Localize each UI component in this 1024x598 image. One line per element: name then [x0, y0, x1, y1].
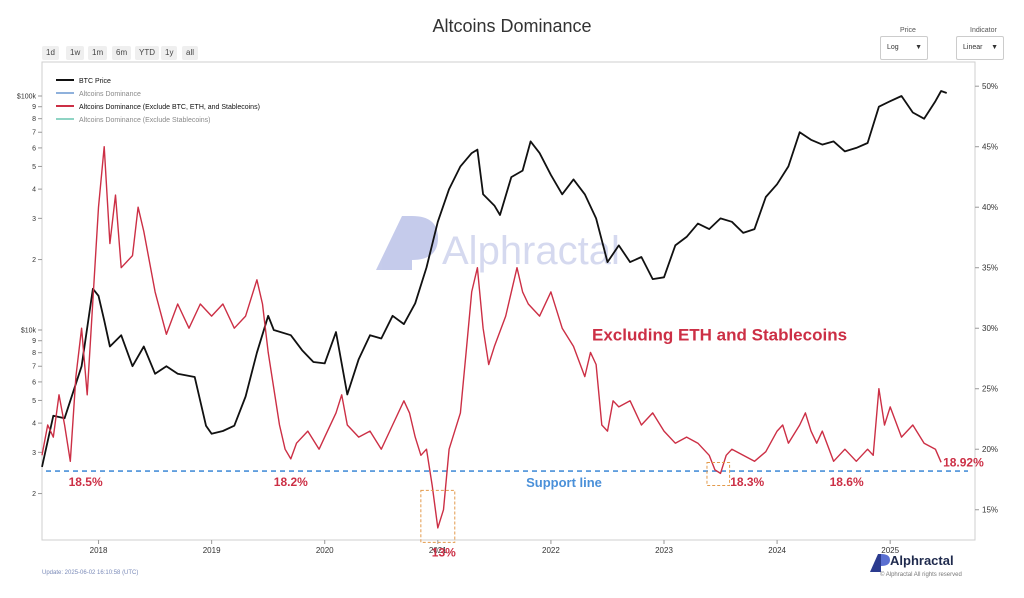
legend-entry: Altcoins Dominance (Exclude BTC, ETH, an…: [79, 104, 260, 111]
range-button-ytd[interactable]: YTD: [135, 46, 159, 60]
series-annotation-label: Excluding ETH and Stablecoins: [592, 325, 847, 344]
indicator-scale-value: Linear: [963, 44, 983, 51]
low-value-label: 18.5%: [69, 475, 103, 489]
y-right-tick-label: 40%: [982, 203, 998, 212]
brand-name: Alphractal: [890, 553, 954, 568]
range-button-1w[interactable]: 1w: [66, 46, 85, 60]
update-timestamp: Update: 2025-06-02 16:10:58 (UTC): [42, 570, 139, 576]
y-left-tick-label: 6: [32, 379, 36, 386]
y-left-tick-label: $100k: [17, 94, 37, 101]
chart-title: Altcoins Dominance: [432, 16, 592, 36]
low-highlight-box-2023: [706, 462, 731, 487]
y-left-tick-label: 7: [32, 130, 36, 137]
y-left-tick-label: $10k: [21, 328, 37, 335]
y-left-tick-label: 4: [32, 187, 36, 194]
y-left-tick-label: 5: [32, 164, 36, 171]
y-right-tick-label: 35%: [982, 264, 998, 273]
altcoins-dominance-exclude-btc-eth-stable-line: [41, 146, 942, 529]
legend-entry: BTC Price: [79, 78, 111, 85]
watermark-logo-icon: [376, 216, 438, 270]
indicator-scale-label: Indicator: [970, 27, 997, 34]
btc-price-line: [41, 90, 948, 468]
legend-entry: Altcoins Dominance: [79, 91, 141, 98]
x-tick-label: 2019: [203, 546, 221, 555]
y-left-tick-label: 3: [32, 450, 36, 457]
range-button-all[interactable]: all: [182, 46, 199, 60]
low-value-label: 18.3%: [730, 475, 764, 489]
indicator-scale-select[interactable]: Linear ▼: [956, 36, 1004, 60]
watermark: Alphractal: [376, 216, 620, 273]
support-line-label: Support line: [526, 475, 602, 490]
price-scale-label: Price: [900, 27, 916, 34]
low-value-label: 13%: [432, 545, 456, 559]
y-right-tick-label: 45%: [982, 143, 998, 152]
y-left-tick-label: 9: [32, 338, 36, 345]
y-left-tick-label: 8: [32, 350, 36, 357]
range-button-1d[interactable]: 1d: [42, 46, 59, 60]
y-left-tick-label: 8: [32, 116, 36, 123]
y-right-tick-label: 20%: [982, 445, 998, 454]
price-scale-select[interactable]: Log ▼: [880, 36, 928, 60]
copyright-text: © Alphractal All rights reserved: [880, 572, 962, 578]
y-right-tick-label: 15%: [982, 506, 998, 515]
chevron-down-icon: ▼: [991, 44, 998, 51]
y-left-tick-label: 9: [32, 104, 36, 111]
range-button-1m[interactable]: 1m: [88, 46, 108, 60]
alphractal-logo-icon: [870, 554, 890, 572]
y-left-tick-label: 5: [32, 398, 36, 405]
y-right-tick-label: 25%: [982, 385, 998, 394]
y-right-tick-label: 30%: [982, 324, 998, 333]
x-tick-label: 2021: [429, 546, 447, 555]
x-tick-label: 2024: [768, 546, 786, 555]
low-value-label: 18.92%: [943, 455, 984, 469]
x-tick-label: 2023: [655, 546, 673, 555]
low-value-label: 18.6%: [830, 475, 864, 489]
low-highlight-box-2021: [420, 489, 456, 543]
range-button-1y[interactable]: 1y: [161, 46, 178, 60]
legend-entry: Altcoins Dominance (Exclude Stablecoins): [79, 117, 211, 124]
y-left-tick-label: 2: [32, 257, 36, 264]
x-tick-label: 2025: [881, 546, 899, 555]
range-button-6m[interactable]: 6m: [112, 46, 132, 60]
plot-area: [41, 61, 976, 541]
brand-logo[interactable]: Alphractal © Alphractal All rights reser…: [868, 552, 998, 586]
y-right-tick-label: 50%: [982, 82, 998, 91]
x-tick-label: 2020: [316, 546, 334, 555]
y-left-tick-label: 4: [32, 421, 36, 428]
x-tick-label: 2022: [542, 546, 560, 555]
y-left-tick-label: 7: [32, 364, 36, 371]
price-scale-value: Log: [887, 44, 899, 51]
y-left-tick-label: 2: [32, 491, 36, 498]
x-tick-label: 2018: [90, 546, 108, 555]
low-value-label: 18.2%: [274, 475, 308, 489]
y-left-tick-label: 6: [32, 145, 36, 152]
watermark-text: Alphractal: [442, 229, 620, 273]
y-left-tick-label: 3: [32, 216, 36, 223]
chevron-down-icon: ▼: [915, 44, 922, 51]
